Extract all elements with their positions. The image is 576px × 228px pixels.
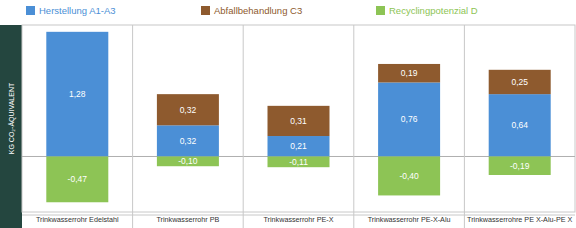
category-label: Trinkwasserrohre PE X-Alu-PE X (467, 215, 572, 224)
data-label: 0,32 (180, 136, 197, 146)
bar-segment (268, 106, 330, 136)
data-label: 0,31 (290, 116, 307, 126)
label-band-line (22, 215, 575, 216)
bar-segment (268, 136, 330, 156)
bar-segment (46, 156, 108, 202)
data-label: 0,25 (511, 77, 528, 87)
legend-label: Recyclingpotenzial D (389, 5, 478, 16)
bar-segment (46, 32, 108, 157)
category-label: Trinkwasserrohr PE-X (263, 215, 333, 224)
category-label: Trinkwasserrohr PE-X-Alu (368, 215, 451, 224)
axis-band (0, 25, 22, 228)
bar-segment (378, 156, 440, 195)
category-label: Trinkwasserrohr PB (156, 215, 219, 224)
y-axis-label: KG CO₂-ÄQUIVALENT (8, 82, 16, 154)
bar-segment (378, 82, 440, 156)
legend-swatch (26, 6, 35, 15)
bar-segment (157, 125, 219, 156)
plot-frame (22, 25, 575, 212)
bar-segment (157, 94, 219, 125)
category-separator (132, 25, 133, 228)
bar-segment (378, 64, 440, 83)
data-label: 1,28 (69, 89, 86, 99)
data-label: -0,19 (510, 161, 530, 171)
data-label: 0,21 (290, 141, 307, 151)
data-label: -0,47 (68, 174, 88, 184)
data-label: 0,32 (180, 105, 197, 115)
bars (46, 32, 550, 202)
category-label: Trinkwasserrohr Edelstahl (36, 215, 119, 224)
legend-swatch (376, 6, 385, 15)
legend-swatch (201, 6, 210, 15)
data-label: -0,40 (399, 171, 419, 181)
bar-segment (489, 156, 551, 175)
chart: KG CO₂-ÄQUIVALENT Trinkwasserrohr Edelsta… (0, 0, 576, 228)
category-separator (464, 25, 465, 228)
legend: Herstellung A1-A3 Abfallbehandlung C3 Recy… (26, 5, 478, 16)
data-label: -0,11 (289, 157, 308, 167)
bar-segment (489, 94, 551, 156)
data-labels: 1,28 0,32 0,21 0,76 0,64 0,32 0,31 0,19 0,25 -0,4… (68, 68, 530, 184)
bar-segment (157, 156, 219, 166)
data-label: 0,76 (401, 114, 418, 124)
category-separator (353, 25, 354, 228)
bar-segment (489, 70, 551, 94)
bar-segment (268, 156, 330, 167)
legend-label: Abfallbehandlung C3 (214, 5, 302, 16)
data-label: 0,64 (511, 120, 528, 130)
legend-label: Herstellung A1-A3 (39, 5, 116, 16)
data-label: -0,10 (178, 156, 198, 166)
category-separator (243, 25, 244, 228)
data-label: 0,19 (401, 68, 418, 78)
